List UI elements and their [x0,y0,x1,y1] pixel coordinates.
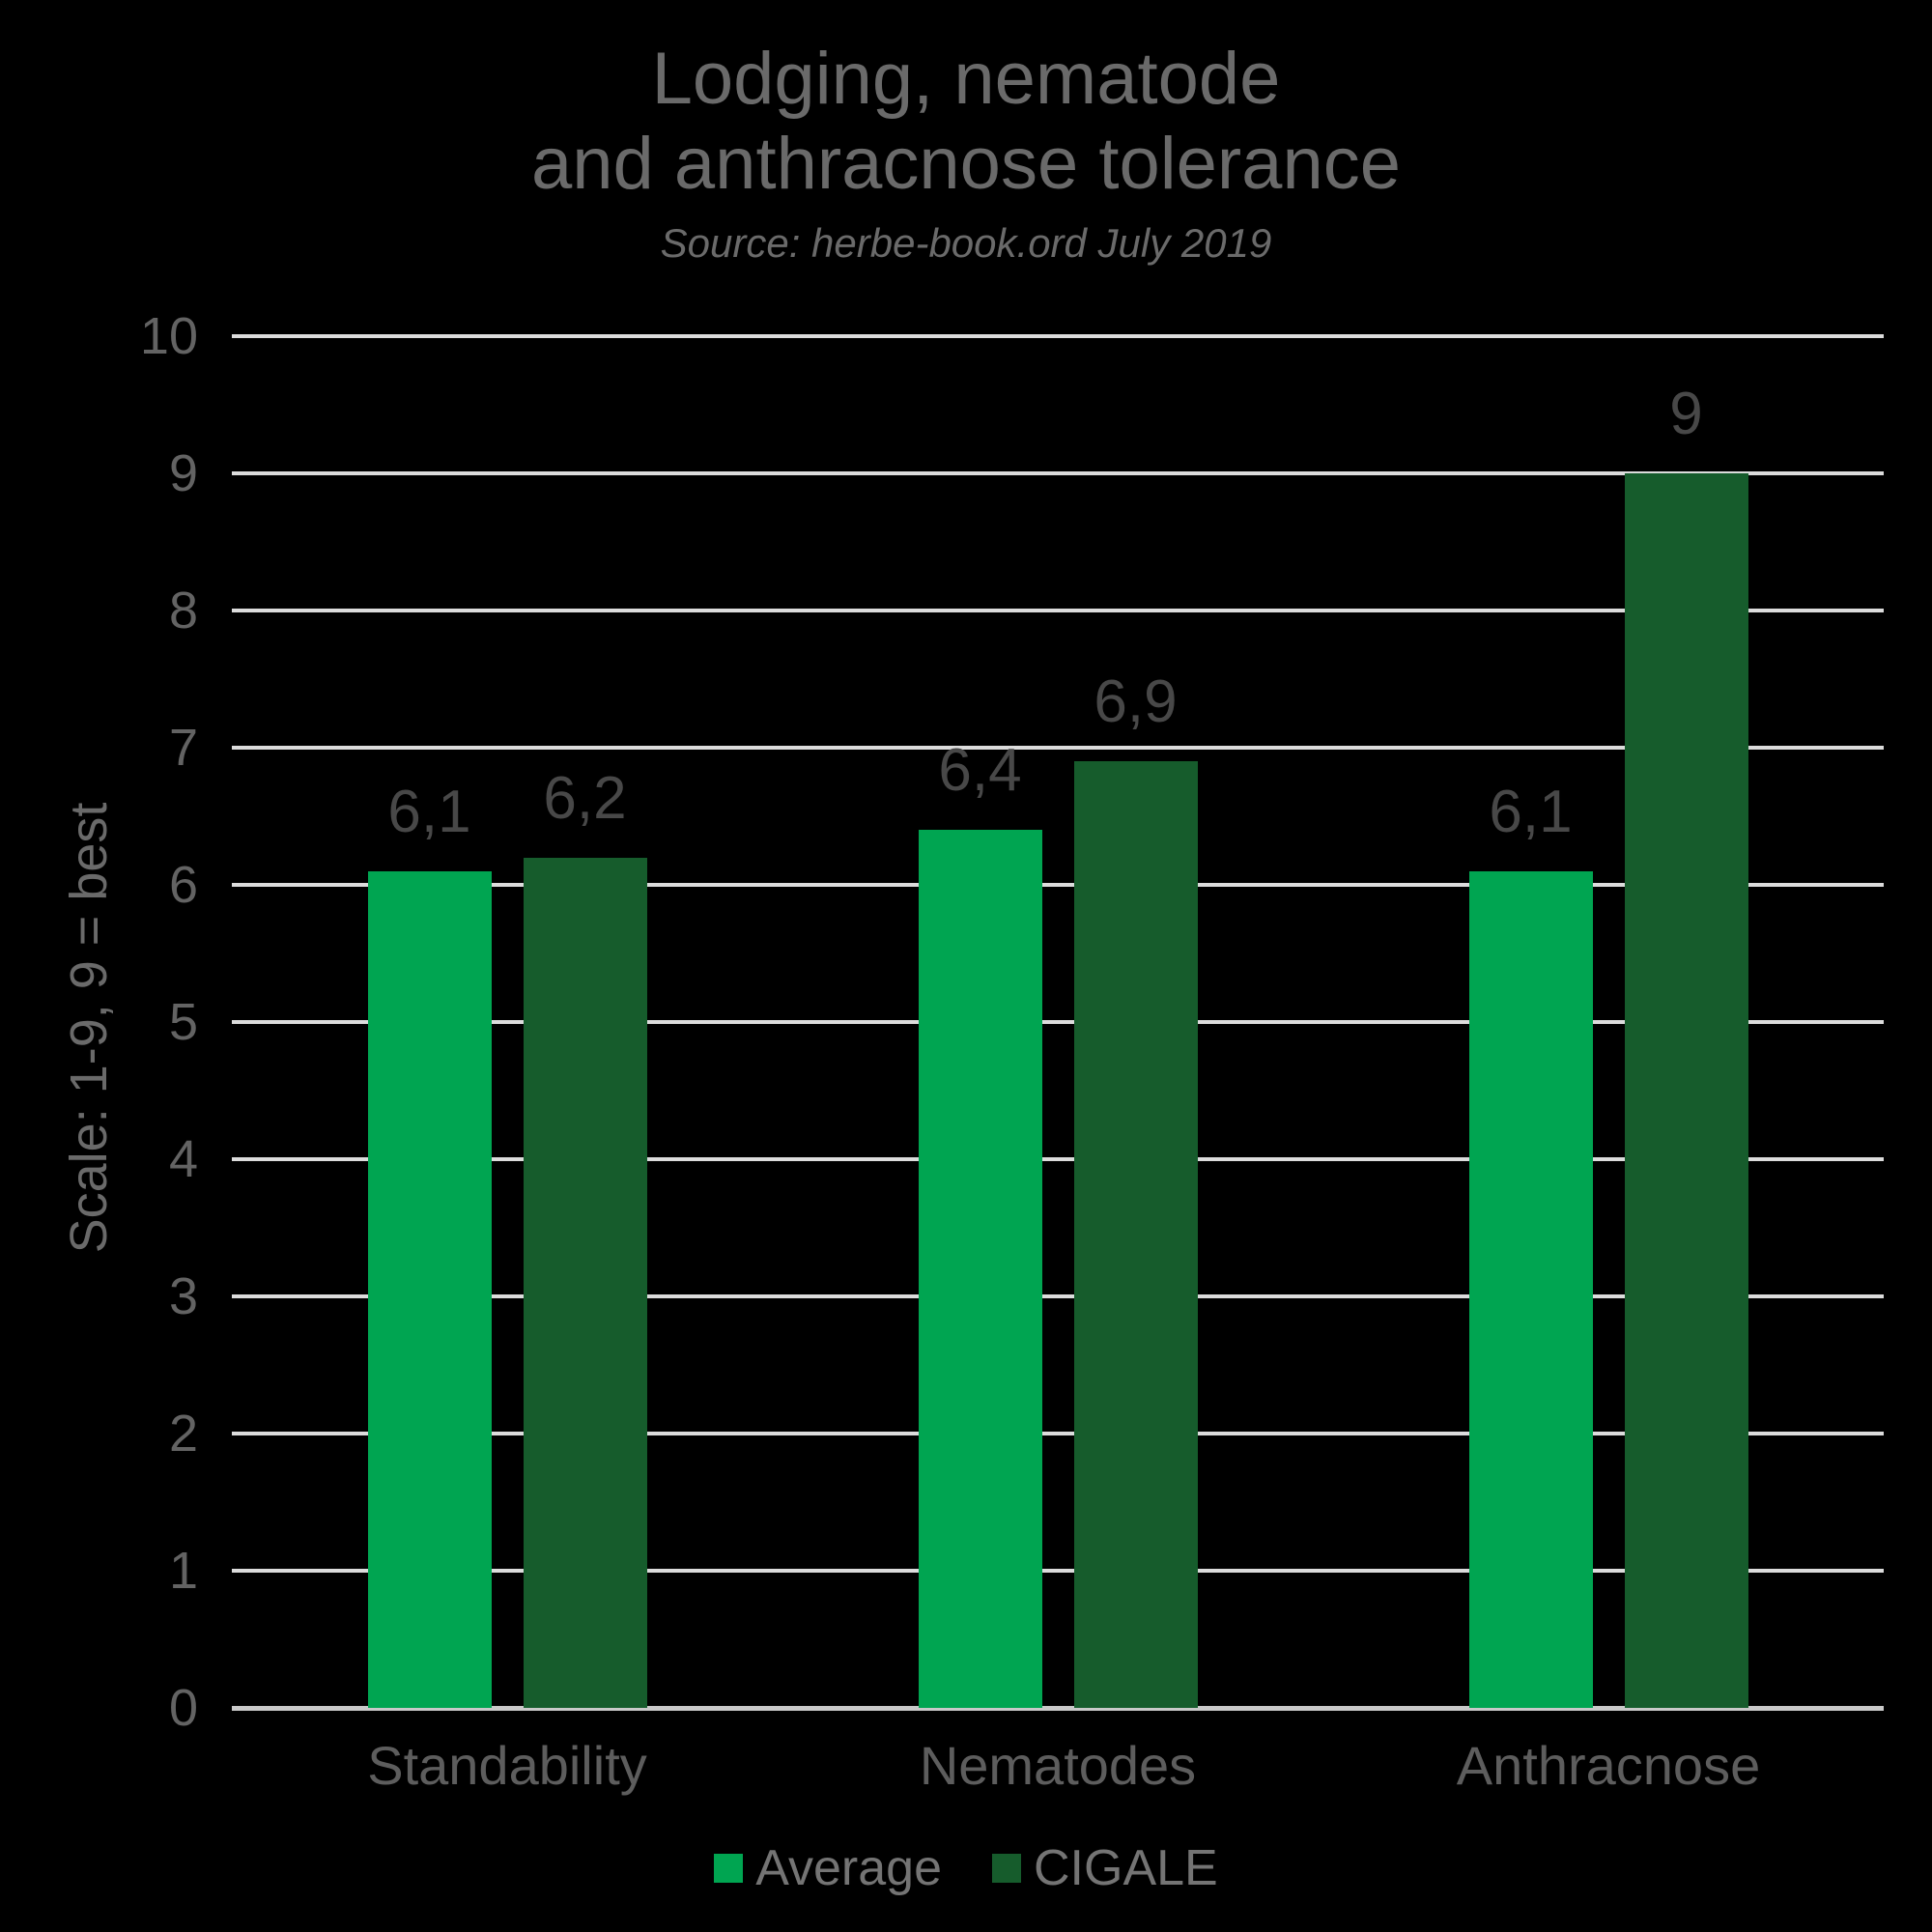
y-tick-label-4: 4 [168,1130,198,1188]
gridline-3 [232,1294,1884,1298]
data-label-average-standability: 6,1 [387,778,471,845]
bar-average-standability [367,870,492,1708]
y-tick-label-3: 3 [168,1267,198,1325]
legend-item-average: Average [714,1843,942,1893]
y-tick-label-1: 1 [168,1542,198,1600]
y-tick-label-8: 8 [168,582,198,639]
category-label-nematodes: Nematodes [919,1735,1197,1796]
gridline-6 [232,883,1884,887]
y-tick-label-0: 0 [168,1679,198,1737]
bar-cigale-anthracnose [1624,473,1748,1708]
legend-label-cigale: CIGALE [1034,1840,1218,1896]
gridline-5 [232,1020,1884,1024]
gridline-9 [232,471,1884,475]
legend-label-average: Average [755,1840,942,1896]
gridline-8 [232,609,1884,612]
y-tick-label-7: 7 [168,719,198,777]
gridline-7 [232,746,1884,750]
bar-average-nematodes [918,830,1042,1708]
gridline-1 [232,1569,1884,1573]
data-label-average-nematodes: 6,4 [938,737,1022,805]
data-label-cigale-standability: 6,2 [543,764,627,832]
bar-cigale-nematodes [1073,761,1198,1708]
gridline-2 [232,1432,1884,1435]
y-tick-label-10: 10 [139,307,198,365]
gridline-4 [232,1157,1884,1161]
data-label-average-anthracnose: 6,1 [1489,778,1573,845]
y-tick-label-6: 6 [168,856,198,914]
x-axis-line [232,1705,1884,1711]
chart-subtitle: Source: herbe-book.ord July 2019 [660,220,1272,266]
category-label-standability: Standability [367,1735,647,1796]
y-tick-label-5: 5 [168,993,198,1051]
data-label-cigale-nematodes: 6,9 [1094,668,1178,736]
legend-item-cigale: CIGALE [992,1843,1218,1893]
y-tick-label-9: 9 [168,444,198,502]
chart-title-line1: Lodging, nematode [651,38,1281,120]
data-label-cigale-anthracnose: 9 [1669,381,1703,447]
legend-swatch-cigale [992,1854,1021,1883]
bar-average-anthracnose [1468,870,1593,1708]
bar-cigale-standability [523,857,647,1708]
chart-title-line2: and anthracnose tolerance [531,123,1401,205]
y-tick-label-2: 2 [168,1405,198,1463]
gridline-10 [232,334,1884,338]
category-label-anthracnose: Anthracnose [1456,1735,1761,1796]
legend-swatch-average [714,1854,744,1883]
legend: Average CIGALE [0,1843,1932,1893]
